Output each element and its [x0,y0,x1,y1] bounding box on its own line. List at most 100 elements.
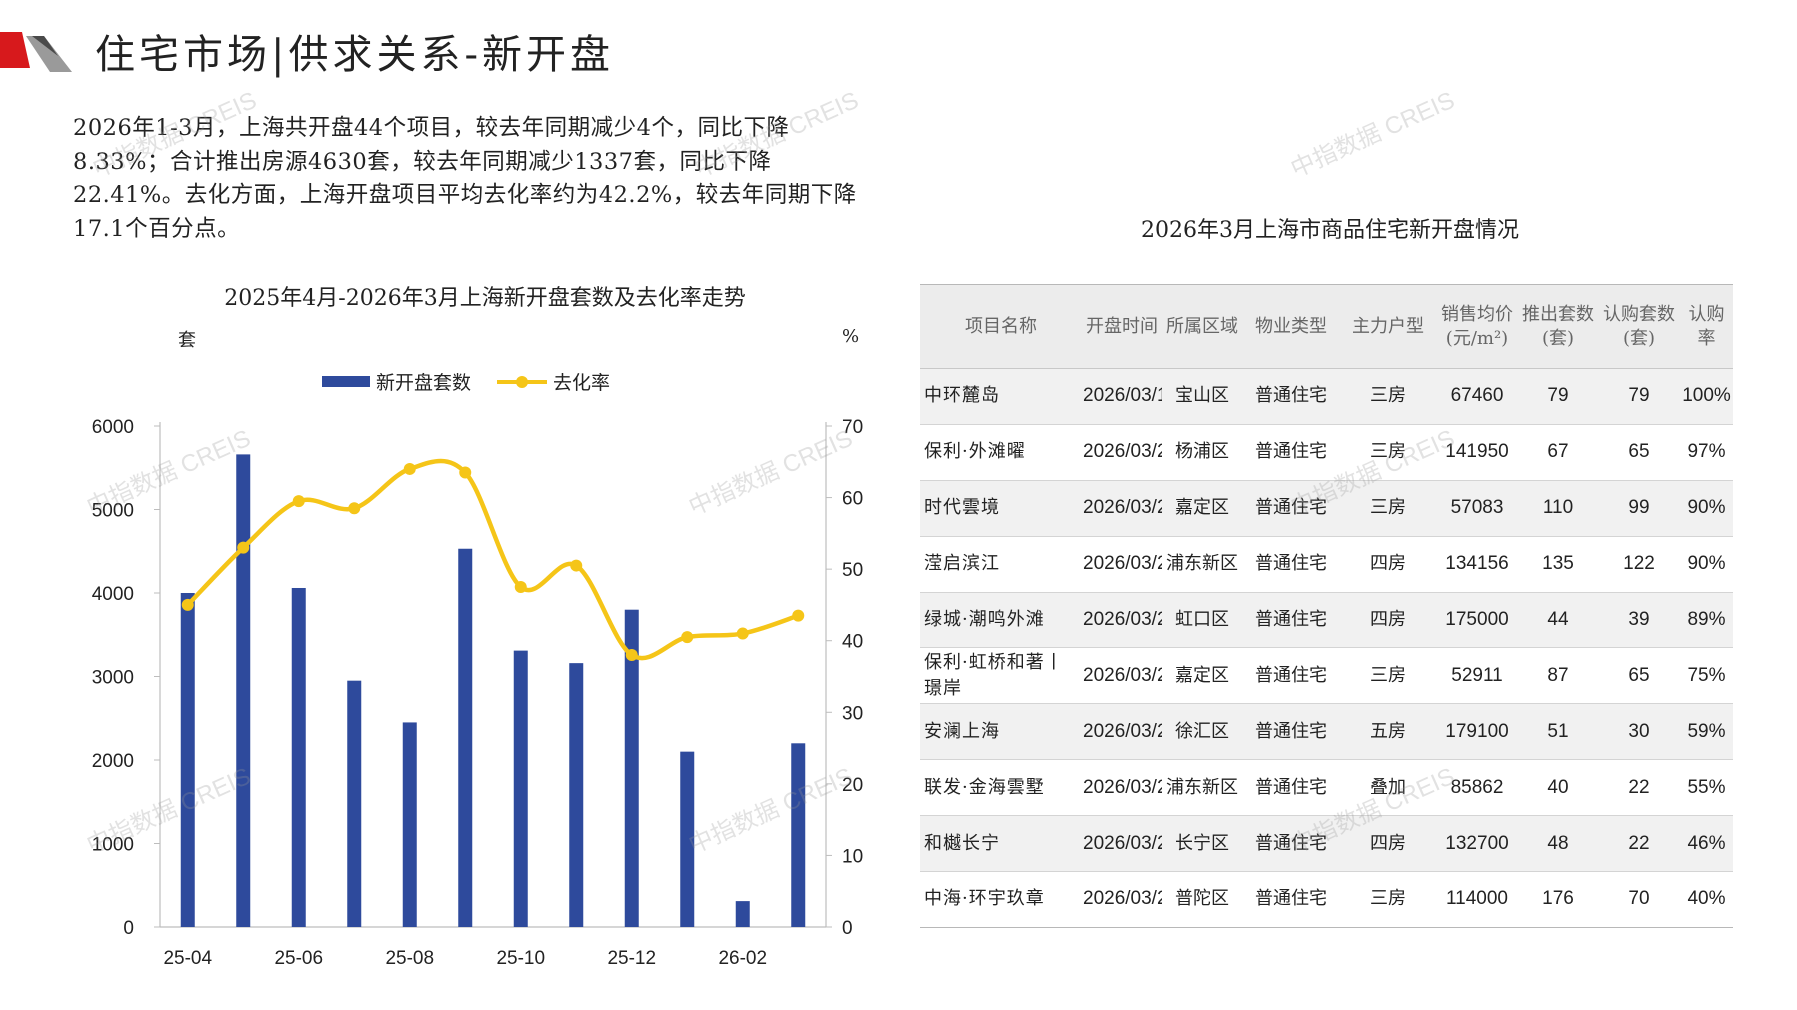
right-axis-tick-label: 0 [842,918,853,939]
project-name-cell: 和樾长宁 [920,815,1082,873]
launch-date-cell: 2026/03/27 [1082,424,1162,481]
launch-date-cell: 2026/03/27 [1082,480,1162,537]
layout-cell: 四房 [1340,592,1436,649]
avg-price-cell: 179100 [1436,703,1518,761]
bar-new-launch-units [680,751,695,927]
layout-cell: 五房 [1340,703,1436,761]
chart-legend: 新开盘套数 去化率 [322,368,610,395]
bar-new-launch-units [624,609,639,927]
subscribed-units-cell: 79 [1598,368,1680,425]
table-row: 保利·虹桥和著丨璟岸2026/03/25嘉定区普通住宅三房52911876575… [920,647,1733,705]
project-name-cell: 安澜上海 [920,703,1082,761]
x-axis-tick-label: 25-06 [274,948,323,969]
left-axis-tick-label: 5000 [92,501,134,522]
absorption-rate-point [681,631,694,644]
right-axis-unit: % [842,326,860,347]
table-header-cell: 物业类型 [1242,284,1340,369]
launch-date-cell: 2026/03/28 [1082,871,1162,928]
avg-price-cell: 57083 [1436,480,1518,537]
left-axis-unit: 套 [178,330,196,351]
subscribed-units-cell: 30 [1598,703,1680,761]
bar-new-launch-units [402,722,417,927]
left-axis-tick-label: 2000 [92,751,134,772]
bar-new-launch-units [291,587,306,927]
legend-item-line: 去化率 [497,368,610,395]
avg-price-cell: 114000 [1436,871,1518,928]
table-header-row: 项目名称 开盘时间 所属区域 物业类型 主力户型 销售均价(元/m²) 推出套数(套) 认购套… [920,284,1733,369]
property-type-cell: 普通住宅 [1242,759,1340,817]
avg-price-cell: 52911 [1436,647,1518,705]
right-axis-tick-label: 40 [842,632,863,653]
district-cell: 长宁区 [1162,815,1242,873]
absorption-rate-point [792,609,805,622]
left-axis-tick-label: 3000 [92,668,134,689]
subscribed-units-cell: 70 [1598,871,1680,928]
legend-item-bars: 新开盘套数 [322,368,471,395]
subscribed-units-cell: 22 [1598,759,1680,817]
absorption-rate-point [348,502,361,515]
subscribed-units-cell: 22 [1598,815,1680,873]
supply-units-cell: 48 [1518,815,1598,873]
subscription-rate-cell: 100% [1680,368,1733,425]
left-axis-tick-label: 6000 [92,417,134,438]
bar-new-launch-units [791,743,806,927]
avg-price-cell: 134156 [1436,536,1518,593]
project-name-cell: 保利·虹桥和著丨璟岸 [920,647,1082,705]
absorption-rate-point [625,649,638,662]
absorption-rate-point [403,462,416,475]
district-cell: 嘉定区 [1162,480,1242,537]
bar-new-launch-units [236,454,251,927]
summary-paragraph: 2026年1-3月，上海共开盘44个项目，较去年同期减少4个，同比下降8.33%… [73,115,857,242]
subscription-rate-cell: 97% [1680,424,1733,481]
absorption-rate-point [237,541,250,554]
avg-price-cell: 175000 [1436,592,1518,649]
project-name-cell: 保利·外滩曜 [920,424,1082,481]
chart-title: 2025年4月-2026年3月上海新开盘套数及去化率走势 [224,286,746,311]
absorption-rate-point [292,495,305,508]
district-cell: 杨浦区 [1162,424,1242,481]
launch-date-cell: 2026/03/27 [1082,759,1162,817]
layout-cell: 四房 [1340,536,1436,593]
district-cell: 宝山区 [1162,368,1242,425]
property-type-cell: 普通住宅 [1242,368,1340,425]
supply-units-cell: 79 [1518,368,1598,425]
table-header-cell: 推出套数(套) [1518,284,1598,369]
x-axis-tick-label: 25-04 [163,948,212,969]
district-cell: 浦东新区 [1162,536,1242,593]
layout-cell: 叠加 [1340,759,1436,817]
district-cell: 嘉定区 [1162,647,1242,705]
table-header-cell: 认购率 [1680,284,1733,369]
bar-new-launch-units [569,663,584,927]
subscription-rate-cell: 75% [1680,647,1733,705]
avg-price-cell: 141950 [1436,424,1518,481]
right-axis-tick-label: 30 [842,703,863,724]
layout-cell: 三房 [1340,424,1436,481]
project-name-cell: 滢启滨江 [920,536,1082,593]
legend-label-line: 去化率 [553,372,611,394]
x-axis-tick-label: 25-10 [496,948,545,969]
subscription-rate-cell: 59% [1680,703,1733,761]
subscribed-units-cell: 39 [1598,592,1680,649]
x-axis-tick-label: 25-08 [385,948,434,969]
right-axis-tick-label: 20 [842,775,863,796]
page-title: 住宅市场|供求关系-新开盘 [95,32,614,78]
right-axis-tick-label: 70 [842,417,863,438]
legend-line-swatch [497,375,548,388]
layout-cell: 三房 [1340,368,1436,425]
subscribed-units-cell: 99 [1598,480,1680,537]
bar-new-launch-units [735,901,750,927]
subscription-rate-cell: 46% [1680,815,1733,873]
district-cell: 浦东新区 [1162,759,1242,817]
district-cell: 普陀区 [1162,871,1242,928]
property-type-cell: 普通住宅 [1242,703,1340,761]
subscription-rate-cell: 89% [1680,592,1733,649]
project-name-cell: 联发·金海雲墅 [920,759,1082,817]
bar-new-launch-units [458,548,473,927]
supply-units-cell: 176 [1518,871,1598,928]
property-type-cell: 普通住宅 [1242,647,1340,705]
